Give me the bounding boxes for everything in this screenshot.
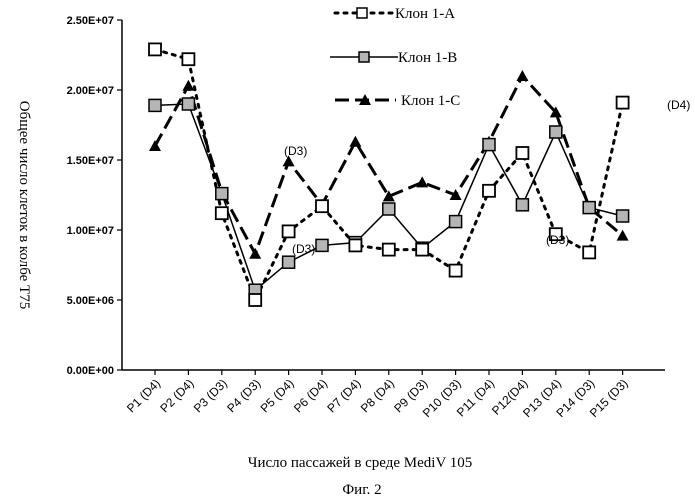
data-point-a-8 bbox=[416, 244, 428, 256]
y-tick-label: 1.00E+07 bbox=[67, 225, 114, 237]
data-point-a-4 bbox=[283, 225, 295, 237]
data-point-b-10 bbox=[483, 139, 495, 151]
data-point-a-9 bbox=[450, 265, 462, 277]
legend-marker-clone-1b bbox=[359, 52, 369, 62]
legend-marker-clone-1a bbox=[357, 8, 367, 18]
series-line-2 bbox=[155, 76, 623, 254]
y-tick-label: 1.50E+07 bbox=[67, 155, 114, 167]
x-tick-label: P2 (D4) bbox=[157, 376, 196, 415]
data-point-a-10 bbox=[483, 185, 495, 197]
data-point-a-14 bbox=[617, 97, 629, 109]
x-tick-label: P7 (D4) bbox=[324, 376, 363, 415]
data-point-a-2 bbox=[216, 207, 228, 219]
data-point-c-3 bbox=[249, 248, 261, 259]
markers bbox=[149, 43, 629, 306]
data-point-b-5 bbox=[316, 239, 328, 251]
x-tick-label: P11 (D4) bbox=[454, 376, 497, 419]
figure-caption: Фиг. 2 bbox=[342, 482, 381, 498]
x-tick-label: P6 (D4) bbox=[291, 376, 330, 415]
data-point-b-0 bbox=[149, 99, 161, 111]
legend-item-clone-1c: Клон 1-С bbox=[335, 93, 460, 109]
x-tick-label: P3 (D3) bbox=[191, 376, 230, 415]
data-point-c-8 bbox=[416, 176, 428, 187]
y-tick-label: 2.00E+07 bbox=[67, 85, 114, 97]
legend-label-clone-1a: Клон 1-А bbox=[395, 6, 455, 22]
y-tick-label: 2.50E+07 bbox=[67, 15, 114, 27]
data-point-a-3 bbox=[249, 294, 261, 306]
legend: Клон 1-А Клон 1-В Клон 1-С bbox=[330, 6, 460, 109]
annotation-p15-d4: (D4) bbox=[667, 98, 690, 112]
annotation-p13-d3: (D3) bbox=[546, 233, 569, 247]
y-axis-label: Общее число клеток в колбе T75 bbox=[16, 101, 32, 310]
x-tick-label: P4 (D3) bbox=[224, 376, 263, 415]
data-point-c-0 bbox=[149, 140, 161, 151]
data-point-a-6 bbox=[349, 239, 361, 251]
data-point-c-11 bbox=[516, 70, 528, 81]
data-point-a-1 bbox=[182, 53, 194, 65]
data-point-a-0 bbox=[149, 43, 161, 55]
y-tick-label: 0.00E+00 bbox=[67, 365, 114, 377]
data-point-c-6 bbox=[349, 136, 361, 147]
legend-item-clone-1b: Клон 1-В bbox=[330, 50, 457, 66]
y-ticks: 0.00E+00 5.00E+06 1.00E+07 1.50E+07 2.00E+07… bbox=[67, 15, 122, 377]
annotation-p5-d3-upper: (D3) bbox=[284, 144, 307, 158]
data-point-b-12 bbox=[550, 126, 562, 138]
data-point-b-4 bbox=[283, 256, 295, 268]
y-tick-label: 5.00E+06 bbox=[67, 295, 114, 307]
legend-label-clone-1b: Клон 1-В bbox=[398, 50, 457, 66]
x-ticks: P1 (D4)P2 (D4)P3 (D3)P4 (D3)P5 (D4)P6 (D… bbox=[124, 370, 631, 420]
data-point-a-11 bbox=[516, 147, 528, 159]
data-point-b-13 bbox=[583, 202, 595, 214]
data-point-c-14 bbox=[617, 230, 629, 241]
x-tick-label: P8 (D4) bbox=[358, 376, 397, 415]
legend-item-clone-1a: Клон 1-А bbox=[335, 6, 455, 22]
annotation-p6-d3: (D3) bbox=[292, 242, 315, 256]
x-axis-label: Число пассажей в среде MediV 105 bbox=[248, 455, 473, 471]
data-point-b-14 bbox=[617, 210, 629, 222]
data-point-a-5 bbox=[316, 200, 328, 212]
series-line-0 bbox=[155, 49, 623, 300]
legend-label-clone-1c: Клон 1-С bbox=[401, 93, 460, 109]
data-point-b-7 bbox=[383, 203, 395, 215]
data-point-b-9 bbox=[450, 216, 462, 228]
data-point-a-7 bbox=[383, 244, 395, 256]
data-point-a-13 bbox=[583, 246, 595, 258]
x-tick-label: P5 (D4) bbox=[258, 376, 297, 415]
series bbox=[155, 49, 623, 300]
data-point-b-1 bbox=[182, 98, 194, 110]
x-tick-label: P1 (D4) bbox=[124, 376, 163, 415]
chart: 0.00E+00 5.00E+06 1.00E+07 1.50E+07 2.00E+07… bbox=[0, 0, 695, 500]
data-point-b-11 bbox=[516, 199, 528, 211]
data-point-b-2 bbox=[216, 188, 228, 200]
